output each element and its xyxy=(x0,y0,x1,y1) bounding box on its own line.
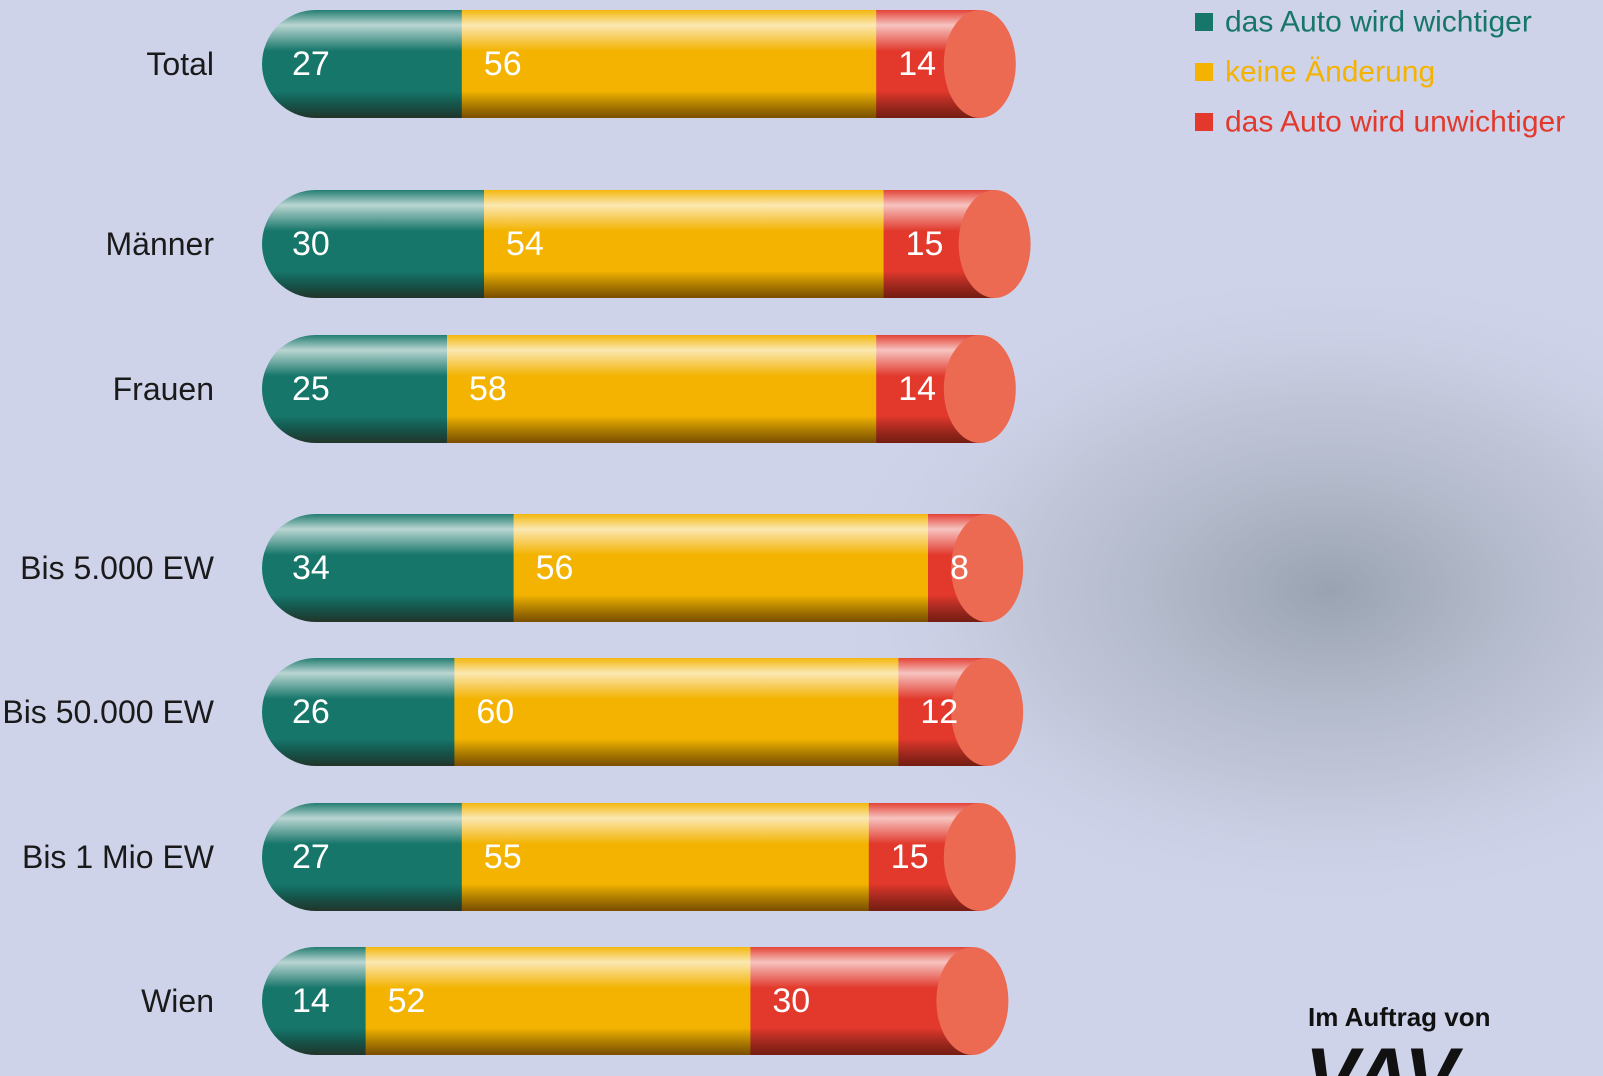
bar-cap xyxy=(951,658,1023,766)
value-label: 27 xyxy=(292,45,330,83)
bar-shading xyxy=(262,803,980,911)
category-label: Total xyxy=(146,46,214,82)
bar-shading xyxy=(262,658,987,766)
value-label: 12 xyxy=(920,693,958,731)
bar-shading xyxy=(262,335,980,443)
category-label: Wien xyxy=(141,983,214,1019)
bar-shading xyxy=(262,947,972,1055)
bar-cap xyxy=(944,803,1016,911)
category-label: Bis 1 Mio EW xyxy=(22,839,215,875)
value-label: 30 xyxy=(772,982,810,1020)
legend-label: das Auto wird unwichtiger xyxy=(1225,106,1565,139)
bar-row xyxy=(262,335,980,443)
bar-row xyxy=(262,190,995,298)
bar-shading xyxy=(262,10,980,118)
category-label: Bis 50.000 EW xyxy=(2,694,214,730)
bar-row xyxy=(262,514,987,622)
value-label: 15 xyxy=(891,838,929,876)
category-label: Männer xyxy=(106,226,215,262)
value-label: 25 xyxy=(292,370,330,408)
legend-label: keine Änderung xyxy=(1225,56,1435,89)
legend-swatch xyxy=(1195,13,1213,31)
bar-cap xyxy=(944,335,1016,443)
bar-row xyxy=(262,658,987,766)
value-label: 8 xyxy=(950,549,969,587)
legend-swatch xyxy=(1195,63,1213,81)
bar-cap xyxy=(944,10,1016,118)
value-label: 34 xyxy=(292,549,330,587)
value-label: 14 xyxy=(898,370,936,408)
value-label: 56 xyxy=(484,45,522,83)
logo: VAV xyxy=(1305,1032,1463,1076)
value-label: 14 xyxy=(898,45,936,83)
bar-cap xyxy=(936,947,1008,1055)
category-label: Frauen xyxy=(113,371,214,407)
value-label: 26 xyxy=(292,693,330,731)
value-label: 30 xyxy=(292,225,330,263)
value-label: 52 xyxy=(388,982,426,1020)
bar-row xyxy=(262,803,980,911)
bar-shading xyxy=(262,514,987,622)
legend-swatch xyxy=(1195,113,1213,131)
chart: Im Auftrag von VAV Total 27 56 14 Männer 30 54… xyxy=(0,0,1603,1076)
value-label: 54 xyxy=(506,225,544,263)
bar-cap xyxy=(959,190,1031,298)
value-label: 55 xyxy=(484,838,522,876)
value-label: 14 xyxy=(292,982,330,1020)
bar-row xyxy=(262,10,980,118)
category-label: Bis 5.000 EW xyxy=(20,550,215,586)
credit: Im Auftrag von xyxy=(1308,1002,1490,1032)
legend-label: das Auto wird wichtiger xyxy=(1225,6,1532,39)
bar-row xyxy=(262,947,972,1055)
value-label: 58 xyxy=(469,370,507,408)
value-label: 27 xyxy=(292,838,330,876)
bar-shading xyxy=(262,190,995,298)
value-label: 15 xyxy=(906,225,944,263)
value-label: 60 xyxy=(476,693,514,731)
value-label: 56 xyxy=(536,549,574,587)
